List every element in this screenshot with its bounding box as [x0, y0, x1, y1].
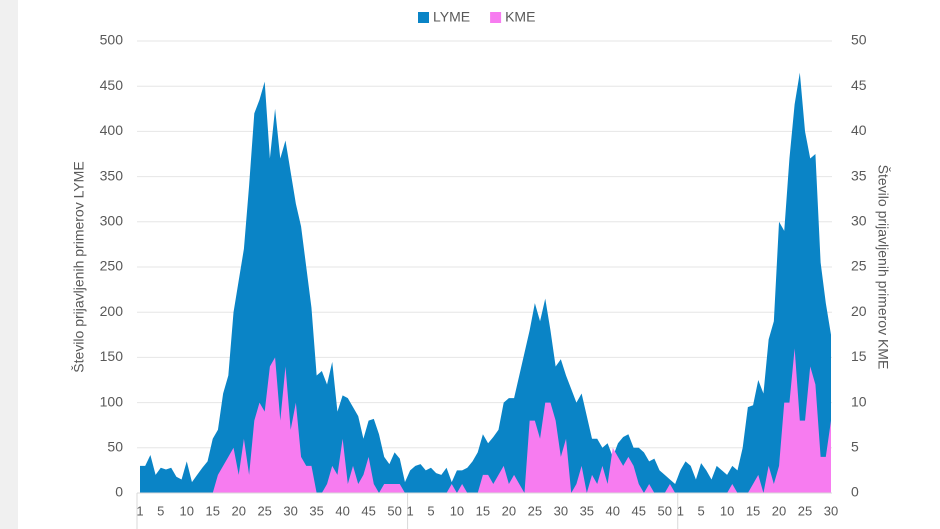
y2-axis-label: Število prijavljenih primerov KME	[875, 165, 891, 370]
x-tick-label: 15	[476, 503, 490, 518]
x-tick-label: 45	[361, 503, 375, 518]
x-tick-label: 30	[824, 503, 838, 518]
y-tick-label: 350	[100, 167, 124, 183]
y2-tick-label: 30	[851, 213, 867, 229]
x-tick-label: 20	[502, 503, 516, 518]
y-tick-label: 200	[100, 303, 124, 319]
x-tick-label: 15	[746, 503, 760, 518]
x-tick-label: 5	[697, 503, 704, 518]
x-tick-label: 50	[387, 503, 401, 518]
x-tick-label: 20	[772, 503, 786, 518]
x-tick-label: 50	[658, 503, 672, 518]
x-tick-label: 1	[407, 503, 414, 518]
y-tick-label: 450	[100, 77, 124, 93]
y-tick-label: 500	[100, 32, 124, 48]
x-tick-label: 1	[677, 503, 684, 518]
x-tick-label: 20	[231, 503, 245, 518]
x-tick-label: 35	[580, 503, 594, 518]
y-tick-label: 100	[100, 393, 124, 409]
legend-swatch	[490, 12, 502, 23]
y-tick-label: 250	[100, 258, 124, 274]
y-tick-label: 150	[100, 348, 124, 364]
y2-tick-label: 40	[851, 122, 867, 138]
y2-tick-label: 15	[851, 348, 867, 364]
x-tick-label: 10	[180, 503, 194, 518]
x-tick-label: 1	[136, 503, 143, 518]
x-tick-label: 35	[309, 503, 323, 518]
y2-tick-label: 50	[851, 32, 867, 48]
x-tick-label: 45	[632, 503, 646, 518]
legend-label: KME	[505, 9, 535, 25]
y-tick-label: 50	[107, 439, 123, 455]
y-tick-label: 0	[115, 484, 123, 500]
y-axis-label: Število prijavljenih primerov LYME	[71, 161, 87, 372]
y2-tick-label: 5	[851, 439, 859, 455]
side-strip	[0, 0, 18, 529]
y-tick-label: 400	[100, 122, 124, 138]
area	[140, 72, 831, 493]
legend-label: LYME	[433, 9, 470, 25]
x-tick-label: 40	[335, 503, 349, 518]
x-tick-label: 30	[554, 503, 568, 518]
x-tick-label: 25	[528, 503, 542, 518]
y2-tick-label: 0	[851, 484, 859, 500]
area	[140, 348, 831, 493]
legend-swatch	[418, 12, 429, 23]
x-tick-label: 25	[257, 503, 271, 518]
y2-tick-label: 35	[851, 167, 867, 183]
x-tick-label: 5	[157, 503, 164, 518]
x-tick-label: 5	[427, 503, 434, 518]
y2-tick-label: 20	[851, 303, 867, 319]
x-tick-label: 30	[283, 503, 297, 518]
y-tick-label: 300	[100, 213, 124, 229]
y2-tick-label: 25	[851, 258, 867, 274]
x-tick-label: 10	[450, 503, 464, 518]
x-tick-label: 25	[798, 503, 812, 518]
y2-tick-label: 45	[851, 77, 867, 93]
x-tick-label: 15	[206, 503, 220, 518]
x-tick-label: 40	[606, 503, 620, 518]
y2-tick-label: 10	[851, 393, 867, 409]
x-tick-label: 10	[720, 503, 734, 518]
